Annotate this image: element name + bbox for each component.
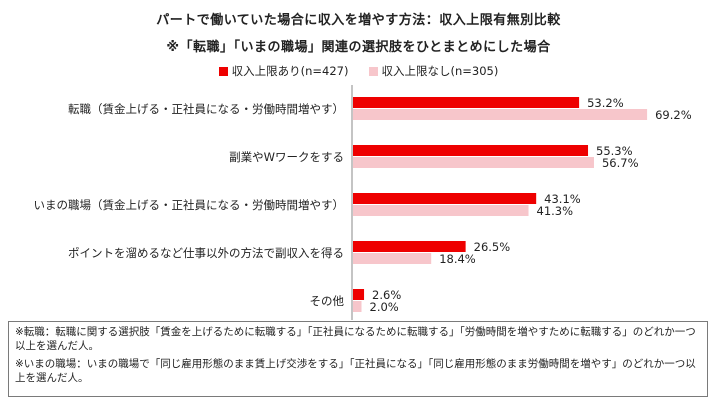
data-label-series-1: 55.3% (596, 144, 633, 158)
bar-series-2 (353, 109, 648, 120)
legend-swatch-series-1 (218, 66, 228, 76)
legend: 収入上限あり(n=427) 収入上限なし(n=305) (0, 63, 717, 79)
data-label-series-1: 26.5% (474, 240, 511, 254)
legend-label-series-1: 収入上限あり(n=427) (231, 64, 349, 78)
data-label-series-2: 56.7% (602, 156, 639, 170)
category-label: その他 (310, 294, 345, 308)
data-label-series-1: 53.2% (587, 96, 624, 110)
bar-chart: 転職（賃金上げる・正社員になる・労働時間増やす） 53.2% 69.2% 副業やWワー… (34, 85, 692, 320)
bar-series-1 (353, 97, 580, 108)
data-label-series-2: 2.0% (370, 300, 399, 314)
bar-series-2 (353, 253, 432, 264)
bar-series-1 (353, 289, 365, 300)
bar-series-1 (353, 145, 589, 156)
footnotes: ※転職：転職に関する選択肢「賃金を上げるために転職する」「正社員になるために転職… (8, 321, 708, 397)
data-label-series-2: 69.2% (655, 108, 692, 122)
category-label: いまの職場（賃金上げる・正社員になる・労働時間増やす） (34, 198, 345, 212)
legend-item-series-1: 収入上限あり(n=427) (218, 63, 349, 79)
bar-series-1 (353, 193, 537, 204)
data-label-series-2: 41.3% (537, 204, 574, 218)
category-label: 転職（賃金上げる・正社員になる・労働時間増やす） (68, 102, 344, 116)
legend-swatch-series-2 (368, 66, 378, 76)
footnote-imanoshokuba: ※いまの職場：いまの職場で「同じ雇用形態のまま賃上げ交渉をする」「正社員になる」… (15, 358, 696, 384)
category-label: ポイントを溜めるなど仕事以外の方法で副収入を得る (68, 246, 344, 260)
chart-title: パートで働いていた場合に収入を増やす方法：収入上限有無別比較 (156, 13, 561, 28)
bar-series-2 (353, 301, 362, 312)
bar-series-2 (353, 205, 529, 216)
data-label-series-1: 43.1% (544, 192, 581, 206)
chart-subtitle: ※「転職」「いまの職場」関連の選択肢をひとまとめにした場合 (166, 40, 551, 55)
data-label-series-2: 18.4% (439, 252, 476, 266)
data-label-series-1: 2.6% (372, 288, 401, 302)
category-label: 副業やWワークをする (229, 150, 344, 164)
bar-series-1 (353, 241, 466, 252)
bar-series-2 (353, 157, 594, 168)
footnote-tenshoku: ※転職：転職に関する選択肢「賃金を上げるために転職する」「正社員になるために転職… (15, 326, 696, 352)
legend-label-series-2: 収入上限なし(n=305) (381, 64, 499, 78)
legend-item-series-2: 収入上限なし(n=305) (368, 63, 499, 79)
